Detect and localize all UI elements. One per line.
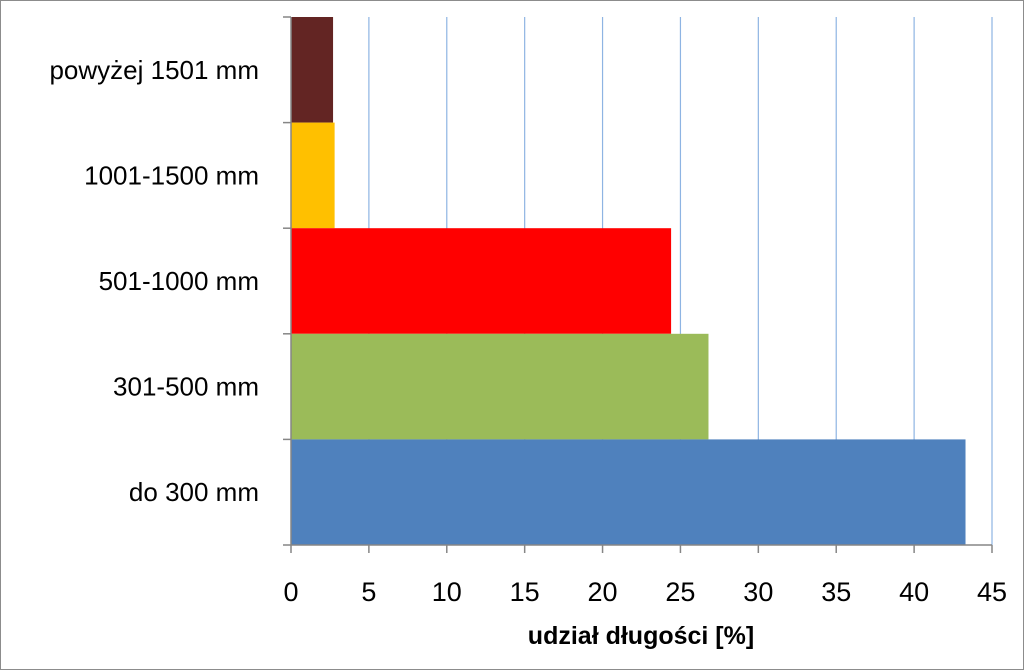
category-label-2: 501-1000 mm	[99, 266, 259, 296]
x-tick-label-20: 20	[588, 577, 618, 607]
bar-0	[291, 17, 334, 123]
grid-lines	[368, 17, 993, 545]
bar-1	[291, 122, 335, 229]
x-tick-label-25: 25	[665, 577, 695, 607]
category-labels: powyżej 1501 mm 1001-1500 mm 501-1000 mm 30…	[49, 55, 259, 507]
x-tick-label-45: 45	[977, 577, 1007, 607]
x-tick-label-40: 40	[899, 577, 929, 607]
x-axis-title: udział długości [%]	[528, 622, 754, 650]
bars	[291, 17, 966, 545]
x-tick-label-30: 30	[743, 577, 773, 607]
category-label-4: do 300 mm	[129, 477, 259, 507]
bar-4	[291, 439, 966, 545]
category-label-1: 1001-1500 mm	[84, 160, 259, 190]
x-tick-label-5: 5	[361, 577, 376, 607]
x-tick-labels: 0 5 10 15 20 25 30 35 40 45	[283, 577, 1007, 607]
bar-3	[291, 333, 709, 440]
x-tick-label-15: 15	[510, 577, 540, 607]
x-tick-label-0: 0	[283, 577, 298, 607]
category-label-0: powyżej 1501 mm	[49, 55, 259, 85]
category-label-3: 301-500 mm	[113, 372, 259, 402]
x-tick-label-10: 10	[432, 577, 462, 607]
x-tick-label-35: 35	[821, 577, 851, 607]
axes	[283, 16, 993, 553]
bar-2	[291, 228, 672, 334]
